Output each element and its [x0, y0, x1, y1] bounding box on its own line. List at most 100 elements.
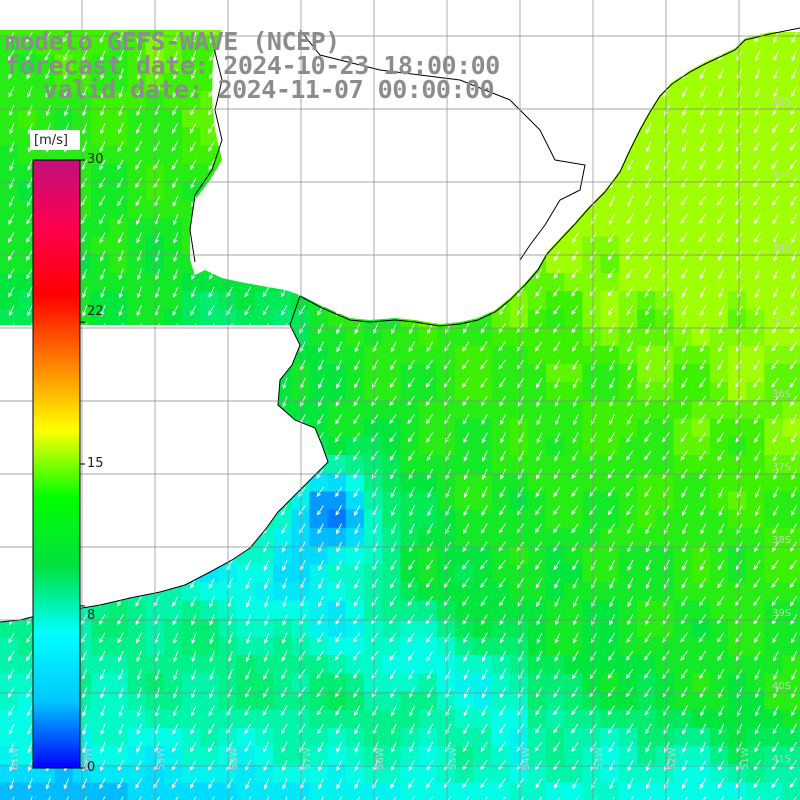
field-cell: [127, 782, 147, 800]
field-cell: [36, 782, 56, 800]
field-cell: [364, 782, 383, 800]
field-cell: [673, 582, 693, 602]
field-cell: [637, 728, 656, 747]
field-cell: [782, 691, 800, 711]
field-cell: [546, 254, 565, 274]
field-cell: [163, 163, 183, 183]
field-cell: [455, 527, 474, 547]
field-cell: [109, 200, 128, 219]
field-cell: [709, 564, 729, 583]
field-cell: [455, 637, 474, 656]
field-cell: [509, 400, 529, 420]
field-cell: [728, 254, 747, 274]
field-cell: [782, 273, 800, 292]
field-cell: [782, 145, 800, 165]
field-cell: [400, 782, 420, 800]
field-cell: [436, 782, 456, 800]
field-cell: [127, 145, 147, 165]
wind-arrow: [26, 50, 33, 61]
field-cell: [436, 436, 456, 456]
field-cell: [728, 345, 747, 365]
field-cell: [564, 782, 583, 800]
field-cell: [728, 127, 747, 147]
field-cell: [782, 36, 800, 56]
field-cell: [236, 291, 256, 310]
wind-arrow: [44, 31, 51, 43]
field-cell: [746, 546, 765, 565]
field-cell: [327, 782, 347, 800]
field-cell: [782, 182, 800, 201]
field-cell: [782, 163, 800, 183]
field-cell: [491, 400, 511, 420]
field-cell: [709, 145, 729, 165]
field-cell: [764, 637, 784, 656]
field-cell: [273, 673, 292, 693]
field-cell: [782, 582, 800, 602]
field-cell: [163, 182, 183, 201]
colorbar-unit: [m/s]: [34, 133, 68, 148]
field-cell: [273, 728, 292, 747]
wind-arrow: [99, 32, 106, 44]
field-cell: [527, 691, 547, 711]
field-cell: [473, 509, 492, 529]
field-cell: [200, 655, 219, 674]
field-cell: [618, 746, 638, 765]
field-cell: [782, 309, 800, 329]
field-cell: [709, 782, 729, 800]
field-cell: [400, 564, 420, 583]
colorbar-tick-8: 8: [87, 608, 96, 623]
lat-label: 38S: [772, 535, 791, 546]
field-cell: [163, 127, 183, 147]
colorbar: [30, 130, 85, 769]
field-cell: [109, 291, 128, 310]
field-cell: [418, 455, 438, 474]
colorbar-tick-0: 0: [87, 760, 96, 775]
field-cell: [564, 364, 583, 383]
wind-arrow: [44, 50, 51, 62]
field-cell: [163, 273, 183, 292]
field-cell: [782, 254, 800, 274]
field-cell: [254, 618, 274, 638]
field-cell: [564, 655, 583, 674]
field-cell: [782, 291, 800, 310]
field-cell: [728, 455, 747, 474]
field-cell: [345, 382, 365, 401]
field-cell: [0, 782, 19, 800]
field-cell: [564, 455, 583, 474]
wind-arrow: [26, 31, 33, 43]
field-cell: [637, 618, 656, 638]
field-cell: [0, 709, 19, 729]
field-cell: [509, 782, 529, 800]
field-cell: [273, 618, 292, 638]
lon-label: 52W: [667, 747, 678, 770]
field-cell: [163, 254, 183, 274]
wind-arrow: [209, 50, 215, 62]
field-cell: [728, 546, 747, 565]
field-cell: [782, 72, 800, 92]
field-cell: [509, 691, 529, 711]
field-cell: [345, 509, 365, 529]
wind-arrow: [136, 50, 142, 62]
field-cell: [582, 782, 602, 800]
lat-label: 37S: [772, 462, 791, 473]
field-cell: [254, 600, 274, 620]
wind-arrow: [118, 50, 124, 62]
field-cell: [109, 782, 128, 800]
field-cell: [764, 782, 784, 800]
field-cell: [728, 673, 747, 693]
field-cell: [109, 709, 128, 729]
field-cell: [163, 673, 183, 693]
field-cell: [163, 782, 183, 800]
field-cell: [655, 782, 674, 800]
field-cell: [782, 54, 800, 74]
lat-label: 32S: [772, 97, 791, 108]
field-cell: [491, 618, 511, 638]
field-cell: [782, 400, 800, 420]
field-cell: [18, 782, 37, 800]
field-cell: [564, 236, 583, 256]
field-cell: [782, 109, 800, 128]
field-cell: [364, 491, 383, 511]
field-cell: [746, 327, 765, 347]
field-cell: [564, 564, 583, 583]
field-cell: [746, 782, 765, 800]
